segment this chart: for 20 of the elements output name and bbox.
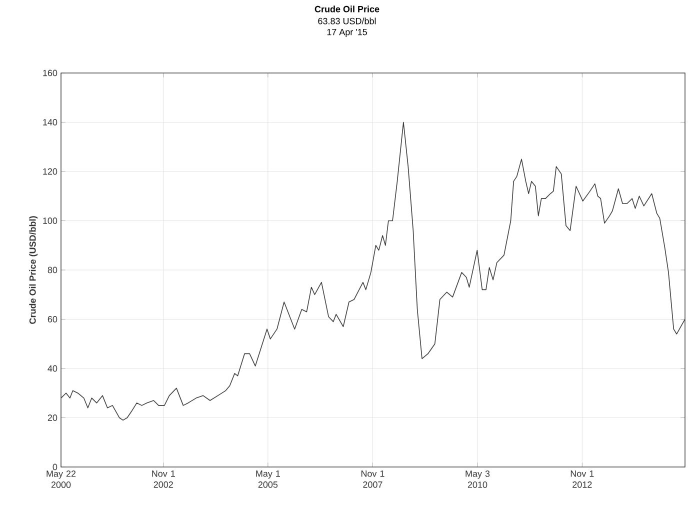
- chart-title: Crude Oil Price: [314, 6, 380, 12]
- y-tick-label: 120: [43, 168, 58, 175]
- y-tick-label: 160: [43, 70, 58, 76]
- y-tick-label: 60: [48, 316, 58, 322]
- y-tick-label: 100: [43, 218, 58, 224]
- chart-subtitle: 63.83 USD/bbl: [318, 18, 376, 24]
- y-tick-label: 140: [43, 119, 58, 126]
- y-tick-label: 0: [52, 464, 58, 470]
- line-series: [61, 122, 685, 421]
- text: 17 Apr '15: [327, 28, 367, 38]
- y-axis-title: Crude Oil Price (USD/bbl): [29, 216, 38, 324]
- x-tick-label: May 3 2010: [466, 470, 490, 488]
- x-tick-label: May 22 2000: [46, 470, 76, 488]
- y-tick-label: 40: [48, 365, 58, 372]
- x-tick-label: May 1 2005: [256, 470, 280, 488]
- x-tick-label: Nov 1 2007: [361, 470, 384, 488]
- x-tick-label: Nov 1 2002: [152, 470, 175, 488]
- y-tick-label: 20: [48, 414, 58, 421]
- x-tick-label: Nov 1 2012: [570, 470, 594, 488]
- y-tick-label: 80: [48, 266, 58, 274]
